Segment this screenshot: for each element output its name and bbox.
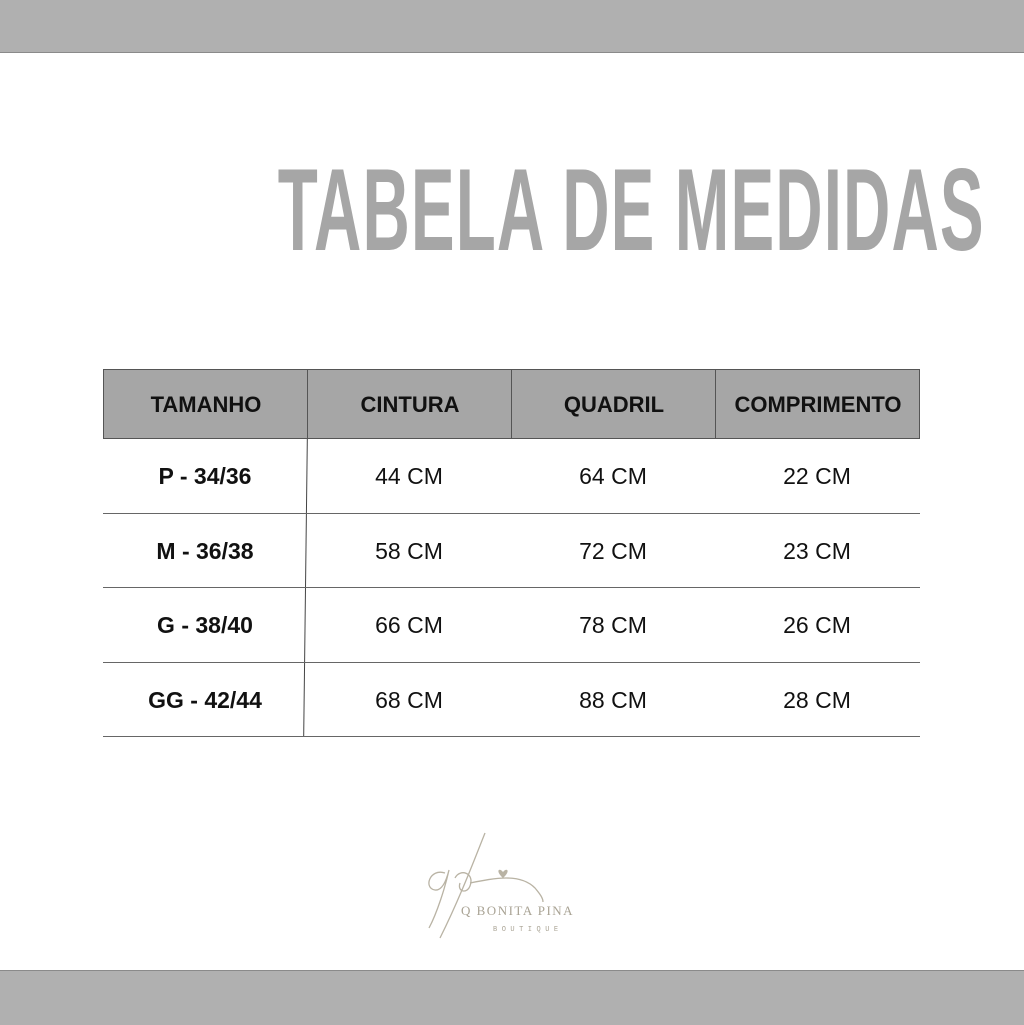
measure-cell: 88 CM	[579, 686, 647, 713]
size-table: TAMANHO CINTURA QUADRIL COMPRIMENTO P - …	[103, 369, 920, 737]
table-row: GG - 42/44 68 CM 88 CM 28 CM	[103, 663, 920, 737]
size-cell: GG - 42/44	[148, 686, 262, 713]
logo-tagline: BOUTIQUE	[493, 926, 563, 934]
top-bar	[0, 0, 1024, 53]
measure-cell: 23 CM	[783, 537, 851, 564]
measure-cell: 68 CM	[375, 686, 443, 713]
measure-cell: 28 CM	[783, 686, 851, 713]
size-cell: M - 36/38	[156, 537, 254, 564]
size-cell: P - 34/36	[158, 463, 252, 489]
header-quadril: QUADRIL	[563, 392, 665, 417]
measure-cell: 26 CM	[783, 612, 851, 638]
table-row: M - 36/38 58 CM 72 CM 23 CM	[103, 514, 920, 588]
measure-cell: 64 CM	[579, 463, 647, 489]
measure-cell: 72 CM	[579, 537, 647, 564]
table-header: TAMANHO CINTURA QUADRIL COMPRIMENTO	[103, 369, 920, 439]
measure-cell: 58 CM	[375, 537, 443, 564]
logo-name: Q BONITA PINA	[461, 903, 574, 918]
boutique-logo: Q BONITA PINA BOUTIQUE	[428, 832, 574, 939]
size-cell: G - 38/40	[157, 612, 253, 638]
measure-cell: 22 CM	[783, 463, 851, 489]
measure-cell: 44 CM	[375, 463, 443, 489]
table-row: P - 34/36 44 CM 64 CM 22 CM	[103, 439, 920, 514]
measure-cell: 78 CM	[579, 612, 647, 638]
page-title: TABELA DE MEDIDAS	[277, 144, 985, 275]
bottom-bar	[0, 970, 1024, 1025]
header-cintura: CINTURA	[360, 392, 460, 417]
measure-cell: 66 CM	[375, 612, 443, 638]
header-tamanho: TAMANHO	[150, 392, 262, 417]
table-row: G - 38/40 66 CM 78 CM 26 CM	[103, 588, 920, 663]
header-comprimento: COMPRIMENTO	[734, 392, 902, 417]
